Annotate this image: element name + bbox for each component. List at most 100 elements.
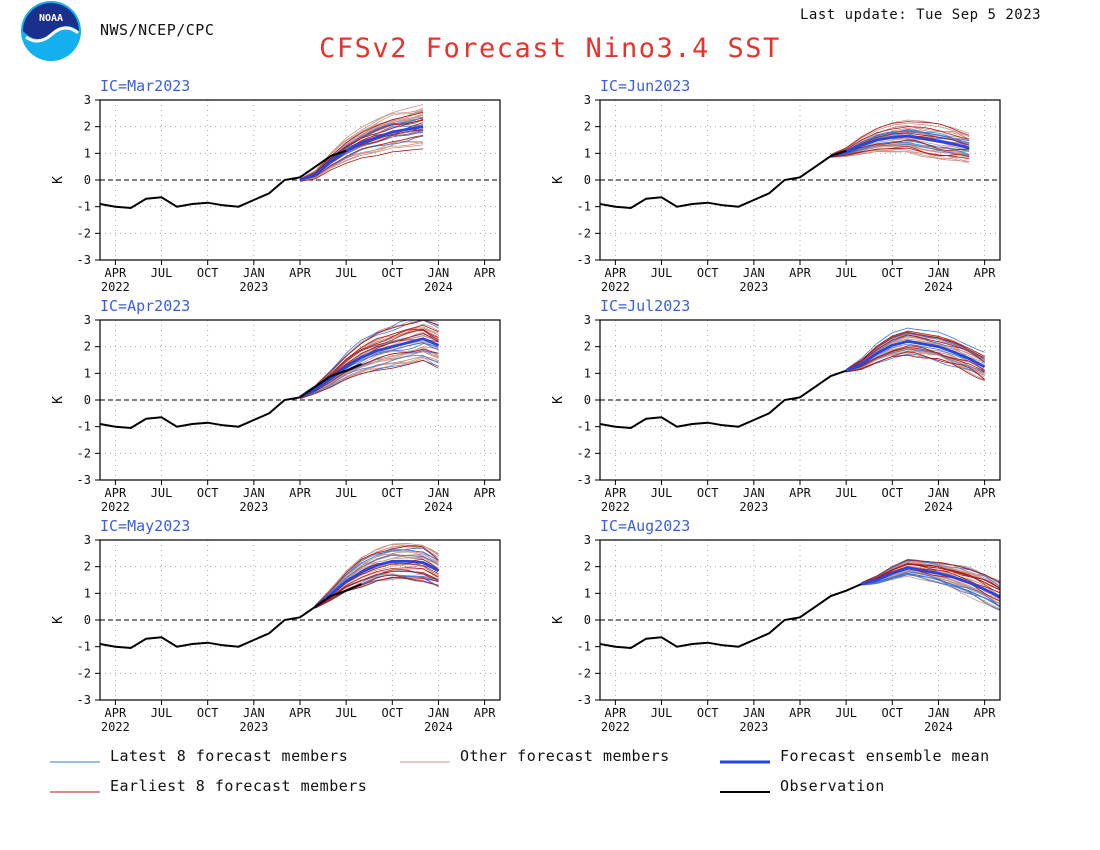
ensemble-mean-line — [299, 125, 424, 182]
x-tick-label: JAN — [428, 486, 450, 500]
y-tick-label: -1 — [577, 640, 591, 654]
observation-line — [99, 363, 362, 430]
y-tick-label: 0 — [584, 393, 591, 407]
x-tick-label: JAN — [743, 486, 765, 500]
earliest-member-line — [299, 135, 424, 181]
other-member-line — [315, 545, 439, 606]
y-tick-label: 1 — [84, 366, 91, 380]
ensemble-mean-line — [861, 566, 1001, 599]
x-tick-label: APR — [789, 266, 811, 280]
other-member-line — [830, 150, 970, 164]
y-tick-label: -2 — [77, 666, 91, 680]
y-tick-label: 2 — [584, 340, 591, 354]
plot-frame — [99, 99, 501, 261]
x-tick-year-label: 2023 — [739, 720, 768, 734]
y-tick-label: -3 — [577, 253, 591, 267]
x-tick-label: APR — [789, 706, 811, 720]
y-tick-label: 2 — [84, 120, 91, 134]
earliest-member-line — [830, 126, 970, 156]
x-tick-label: APR — [105, 266, 127, 280]
latest-member-line — [861, 573, 1001, 611]
y-tick-label: -3 — [577, 473, 591, 487]
y-axis-label: K — [51, 176, 66, 184]
x-tick-label: JUL — [335, 706, 357, 720]
earliest-member-line — [299, 148, 424, 182]
x-tick-label: JAN — [243, 266, 265, 280]
y-tick-label: 0 — [584, 613, 591, 627]
x-tick-label: OCT — [197, 486, 219, 500]
x-tick-label: APR — [789, 486, 811, 500]
y-tick-label: 1 — [84, 586, 91, 600]
x-tick-label: JAN — [928, 486, 950, 500]
y-tick-label: 3 — [84, 533, 91, 547]
y-tick-label: 2 — [584, 120, 591, 134]
x-tick-year-label: 2023 — [239, 500, 268, 514]
earliest-member-line — [846, 345, 985, 372]
legend-label-earliest: Earliest 8 forecast members — [110, 777, 367, 795]
y-tick-label: 0 — [84, 173, 91, 187]
latest-member-line — [315, 549, 439, 606]
x-tick-label: OCT — [381, 266, 403, 280]
legend-label-mean: Forecast ensemble mean — [780, 747, 990, 765]
ic-label: IC=Jul2023 — [600, 297, 690, 315]
x-tick-label: OCT — [381, 486, 403, 500]
ic-label: IC=Jun2023 — [600, 77, 690, 95]
y-tick-label: -3 — [77, 473, 91, 487]
earliest-member-line — [315, 576, 439, 609]
y-tick-label: 3 — [584, 93, 591, 107]
x-tick-label: JUL — [835, 266, 857, 280]
x-tick-label: APR — [289, 266, 311, 280]
x-tick-label: JAN — [743, 266, 765, 280]
x-tick-label: APR — [605, 266, 627, 280]
observation-line — [99, 149, 347, 210]
x-tick-year-label: 2023 — [239, 720, 268, 734]
x-tick-label: JUL — [651, 706, 673, 720]
earliest-member-line — [845, 331, 985, 371]
x-tick-year-label: 2023 — [739, 500, 768, 514]
other-member-line — [315, 563, 439, 608]
x-tick-label: APR — [605, 486, 627, 500]
y-tick-label: -1 — [577, 200, 591, 214]
x-tick-label: APR — [974, 486, 996, 500]
latest-member-line — [315, 554, 439, 607]
x-tick-label: JUL — [335, 266, 357, 280]
x-tick-label: JAN — [428, 266, 450, 280]
earliest-member-line — [846, 346, 985, 373]
earliest-member-line — [861, 559, 1001, 584]
agency-label: NWS/NCEP/CPC — [100, 21, 215, 39]
earliest-member-line — [845, 330, 985, 370]
x-tick-label: APR — [474, 266, 496, 280]
latest-member-line — [845, 327, 985, 370]
earliest-member-line — [846, 354, 985, 381]
earliest-member-line — [830, 145, 970, 158]
x-tick-label: JUL — [651, 266, 673, 280]
x-tick-label: JUL — [651, 486, 673, 500]
x-tick-year-label: 2024 — [924, 280, 953, 294]
y-tick-label: -3 — [577, 693, 591, 707]
ic-label: IC=May2023 — [100, 517, 190, 535]
x-tick-label: APR — [289, 486, 311, 500]
earliest-member-line — [830, 121, 970, 155]
earliest-member-line — [299, 319, 439, 397]
observation-line — [599, 583, 862, 650]
observation-line — [99, 583, 362, 650]
x-tick-label: JAN — [243, 486, 265, 500]
x-tick-label: JUL — [151, 706, 173, 720]
latest-member-line — [861, 560, 1001, 587]
y-tick-label: 3 — [84, 93, 91, 107]
y-axis-label: K — [51, 616, 66, 624]
y-tick-label: 2 — [84, 340, 91, 354]
x-tick-label: OCT — [697, 706, 719, 720]
y-tick-label: 1 — [584, 146, 591, 160]
plot-frame — [99, 539, 501, 701]
earliest-member-line — [315, 545, 439, 606]
plot-frame — [599, 319, 1001, 481]
y-tick-label: 3 — [584, 313, 591, 327]
ic-label: IC=Mar2023 — [100, 77, 190, 95]
